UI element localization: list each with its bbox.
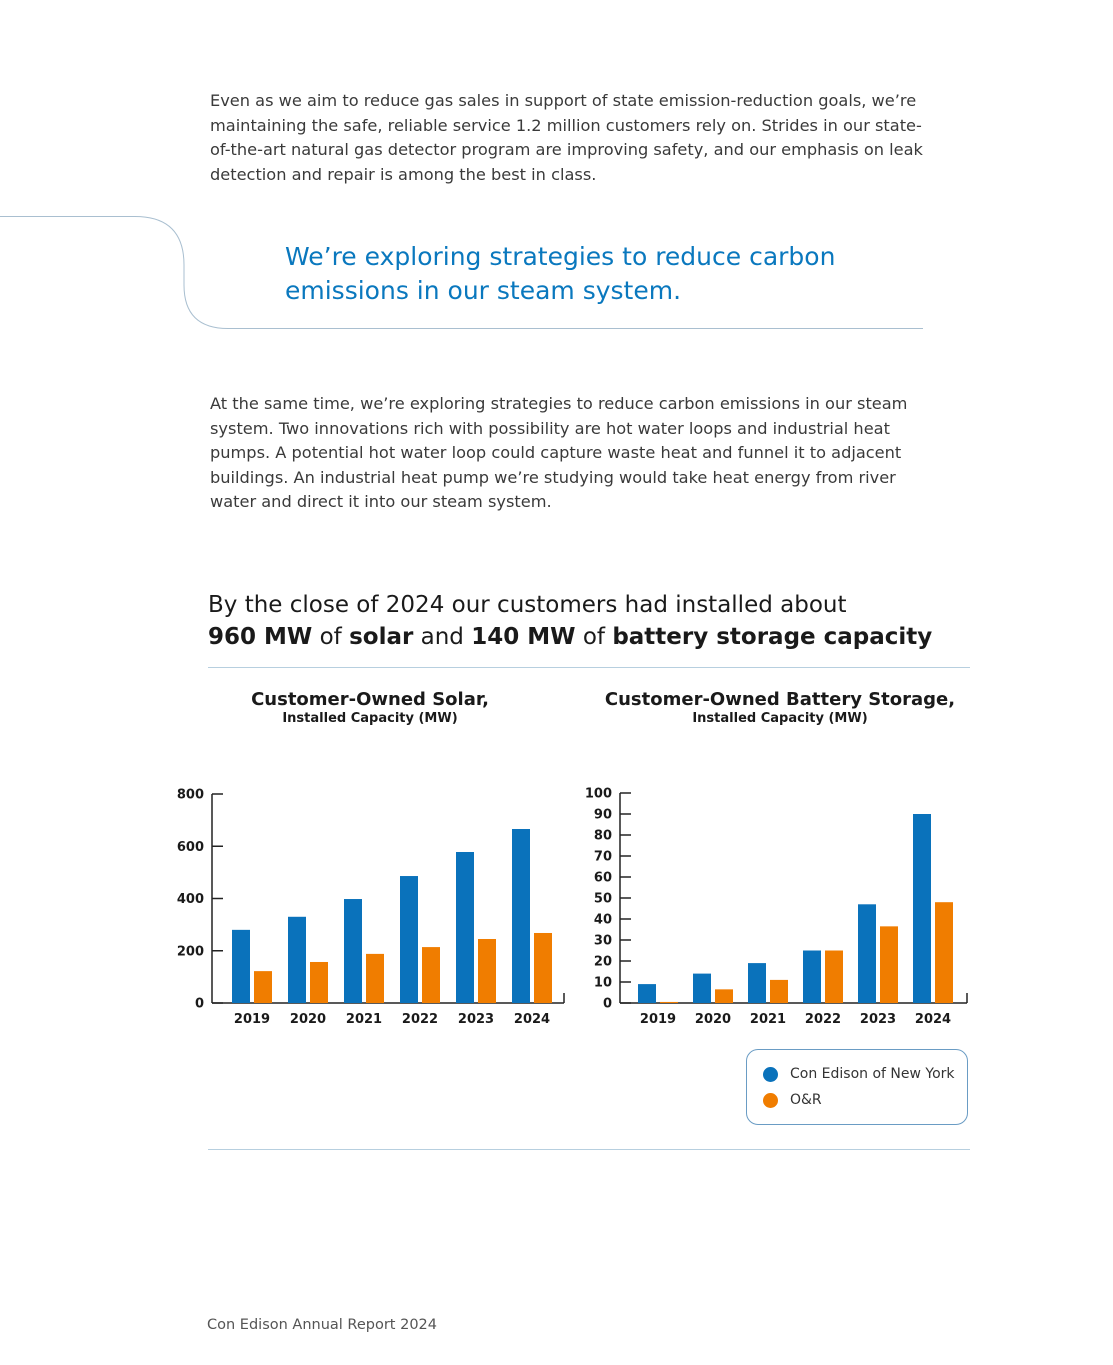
solar-bar-con-edison [232,929,250,1003]
divider-bottom [208,1149,970,1150]
battery-bar-con-edison [748,963,766,1003]
battery-bar-con-edison [693,973,711,1003]
chart-legend: Con Edison of New York O&R [746,1049,968,1125]
battery-x-tick-label: 2023 [860,1012,896,1027]
battery-bar-con-edison [638,984,656,1003]
pull-quote-frame [0,216,923,329]
solar-x-tick-label: 2024 [514,1012,550,1027]
solar-y-tick-label: 400 [177,892,204,907]
solar-y-tick-label: 800 [177,788,204,803]
solar-x-tick-label: 2021 [346,1012,382,1027]
solar-x-tick-label: 2019 [234,1012,270,1027]
headline-battery-value: 140 MW [471,624,576,650]
solar-bar-con-edison [400,876,418,1003]
battery-y-tick-label: 90 [594,808,612,823]
battery-bar-con-edison [803,950,821,1003]
divider-top [208,667,970,668]
battery-x-tick-label: 2021 [750,1012,786,1027]
battery-y-tick-label: 60 [594,871,612,886]
legend-swatch-or [763,1092,778,1108]
battery-x-tick-label: 2020 [695,1012,731,1027]
legend-item-con-edison: Con Edison of New York [763,1066,955,1082]
legend-item-or: O&R [763,1092,822,1108]
battery-chart-title: Customer-Owned Battery Storage, Installe… [580,689,980,726]
solar-bar-or [478,938,496,1003]
battery-bar-or [880,926,898,1003]
solar-title: Customer-Owned Solar, [251,689,489,710]
solar-subtitle: Installed Capacity (MW) [282,711,458,726]
pull-quote: We’re exploring strategies to reduce car… [285,242,836,305]
body-paragraph-2: At the same time, we’re exploring strate… [210,394,908,511]
solar-bar-con-edison [456,851,474,1003]
battery-y-tick-label: 100 [585,787,612,802]
battery-y-tick-label: 0 [603,997,612,1012]
solar-bar-con-edison [344,899,362,1003]
battery-x-tick-label: 2019 [640,1012,676,1027]
section-headline: By the close of 2024 our customers had i… [208,589,932,653]
solar-bar-or [310,961,328,1003]
battery-y-tick-label: 10 [594,976,612,991]
solar-y-tick-label: 600 [177,840,204,855]
headline-text: and [413,624,472,650]
battery-x-tick-label: 2024 [915,1012,951,1027]
legend-swatch-con-edison [763,1066,778,1082]
charts: 0 200 400 600 800 2019 2020 2021 2022 2023 2024 0 10… [177,787,968,1027]
footer: Con Edison Annual Report 2024 [207,1317,438,1333]
battery-title: Customer-Owned Battery Storage, [604,689,956,710]
battery-bar-or [825,950,843,1003]
battery-y-tick-label: 50 [594,892,612,907]
solar-chart-title: Customer-Owned Solar, Installed Capacity… [210,689,530,726]
battery-subtitle: Installed Capacity (MW) [692,711,868,726]
headline-battery: battery storage capacity [612,624,933,650]
headline-solar-value: 960 MW [208,624,313,650]
battery-bar-con-edison [858,904,876,1003]
battery-bar-or [935,902,953,1003]
solar-bar-or [254,971,272,1003]
headline-line1: By the close of 2024 our customers had i… [208,592,847,618]
solar-bar-or [534,932,552,1003]
battery-y-tick-label: 70 [594,850,612,865]
solar-y-tick-label: 200 [177,944,204,959]
battery-y-tick-label: 30 [594,934,612,949]
solar-bar-con-edison [512,829,530,1003]
headline-text: of [575,624,613,650]
battery-bar-or [660,1001,678,1003]
battery-bar-or [770,979,788,1003]
battery-x-tick-label: 2022 [805,1012,841,1027]
body-paragraph-1: Even as we aim to reduce gas sales in su… [210,91,923,184]
battery-y-tick-label: 80 [594,829,612,844]
battery-y-tick-label: 40 [594,913,612,928]
headline-solar: solar [349,624,414,650]
solar-x-tick-label: 2022 [402,1012,438,1027]
battery-y-tick-label: 20 [594,955,612,970]
solar-x-tick-label: 2020 [290,1012,326,1027]
solar-x-tick-label: 2023 [458,1012,494,1027]
solar-bar-or [422,947,440,1003]
solar-bar-or [366,953,384,1003]
legend-label: O&R [790,1092,822,1108]
headline-text: of [312,624,350,650]
battery-bar-or [715,989,733,1003]
solar-y-tick-label: 0 [195,997,204,1012]
legend-label: Con Edison of New York [790,1066,955,1082]
battery-bar-con-edison [913,814,931,1003]
solar-bar-con-edison [288,916,306,1003]
